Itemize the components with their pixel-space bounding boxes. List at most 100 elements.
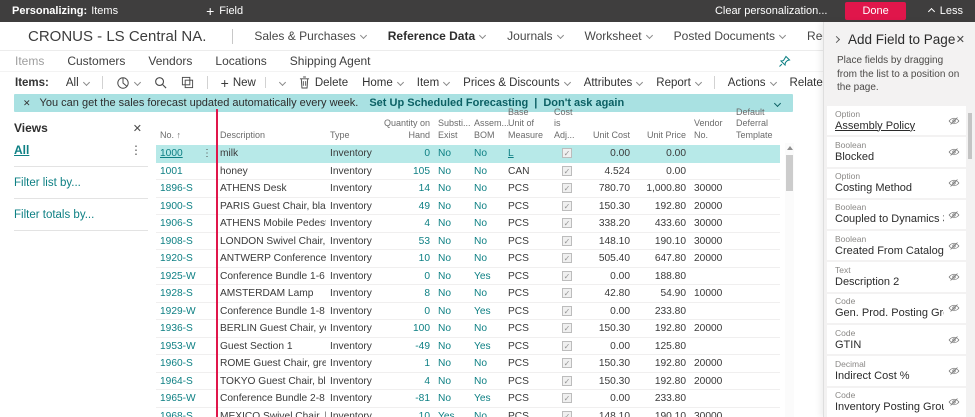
view-options-icon[interactable]: ⋮ bbox=[130, 143, 142, 157]
panel-scrollbar[interactable] bbox=[968, 108, 972, 417]
table-row[interactable]: 1906-S ATHENS Mobile Pedestal Inventory 4 No… bbox=[156, 214, 780, 233]
subnav-item-shipping-agent[interactable]: Shipping Agent bbox=[289, 54, 371, 68]
table-row[interactable]: 1936-S BERLIN Guest Chair, yellowInventor… bbox=[156, 319, 780, 338]
pin-icon[interactable] bbox=[778, 55, 791, 68]
close-panel-icon[interactable]: ✕ bbox=[955, 34, 965, 46]
subnav-item-items[interactable]: Items bbox=[15, 54, 45, 68]
analysis-mode-button[interactable] bbox=[116, 76, 141, 90]
column-header-bom[interactable]: Assem... BOM bbox=[474, 118, 510, 140]
open-in-excel-button[interactable] bbox=[181, 76, 194, 89]
item-no-link[interactable]: 1906-S bbox=[160, 218, 193, 229]
nav-menu-worksheet[interactable]: Worksheet bbox=[585, 29, 653, 43]
column-header-unit[interactable]: Base Unit of Measure bbox=[508, 107, 544, 140]
item-no-link[interactable]: 1928-S bbox=[160, 288, 193, 299]
item-menu[interactable]: Item bbox=[417, 77, 451, 89]
table-row[interactable]: 1908-S LONDON Swivel Chair, blueInventory… bbox=[156, 232, 780, 251]
item-no-link[interactable]: 1908-S bbox=[160, 235, 193, 247]
new-split-button[interactable] bbox=[275, 78, 286, 87]
row-options-icon[interactable]: ⋮ bbox=[202, 147, 212, 159]
company-name[interactable]: CRONUS - LS Central NA. bbox=[28, 27, 207, 45]
cell-unit[interactable]: L bbox=[504, 144, 550, 163]
hide-field-icon[interactable] bbox=[948, 146, 960, 158]
nav-menu-posted-documents[interactable]: Posted Documents bbox=[674, 29, 787, 43]
hide-field-icon[interactable] bbox=[948, 334, 960, 346]
table-row[interactable]: 1900-S PARIS Guest Chair, black Inventory 4… bbox=[156, 197, 780, 216]
nav-menu-reference-data[interactable]: Reference Data bbox=[388, 29, 487, 43]
table-row[interactable]: 1001 honey Inventory 105 No No CAN ✓ 4.524 0.00 bbox=[156, 162, 780, 181]
hide-field-icon[interactable] bbox=[948, 115, 960, 127]
item-no-link[interactable]: 1000 bbox=[160, 147, 183, 159]
item-no-link[interactable]: 1900-S bbox=[160, 200, 193, 212]
table-row[interactable]: 1925-W Conference Bundle 1-6 Inventory 0 No Y… bbox=[156, 267, 780, 286]
subnav-item-customers[interactable]: Customers bbox=[67, 54, 126, 68]
dismiss-notification-icon[interactable]: ✕ bbox=[23, 97, 31, 108]
table-row[interactable]: 1964-S TOKYO Guest Chair, blue Inventory 4 N… bbox=[156, 372, 780, 391]
done-button[interactable]: Done bbox=[845, 2, 906, 20]
search-button[interactable] bbox=[154, 76, 167, 89]
close-views-icon[interactable]: ✕ bbox=[132, 122, 142, 135]
nav-menu-journals[interactable]: Journals bbox=[507, 29, 564, 43]
item-no-link[interactable]: 1936-S bbox=[160, 323, 193, 334]
subnav-item-vendors[interactable]: Vendors bbox=[148, 54, 193, 68]
column-header-type[interactable]: Type bbox=[330, 129, 350, 140]
field-card-costing-method[interactable]: Option Costing Method bbox=[827, 168, 966, 198]
column-header-description[interactable]: Description bbox=[220, 129, 266, 140]
dont-ask-again-link[interactable]: Don't ask again bbox=[543, 97, 625, 109]
column-header-unit_cost[interactable]: Unit Cost bbox=[592, 129, 630, 140]
scrollbar-thumb[interactable] bbox=[968, 113, 972, 159]
field-card-blocked[interactable]: Boolean Blocked bbox=[827, 137, 966, 167]
new-button[interactable]: + New bbox=[220, 74, 256, 91]
actions-menu[interactable]: Actions bbox=[728, 77, 777, 89]
item-no-link[interactable]: 1929-W bbox=[160, 305, 196, 317]
nav-menu-sales-purchases[interactable]: Sales & Purchases bbox=[254, 29, 367, 43]
column-header-substi[interactable]: Substi... Exist bbox=[438, 118, 471, 140]
hide-field-icon[interactable] bbox=[948, 302, 960, 314]
item-no-link[interactable]: 1896-S bbox=[160, 183, 193, 194]
column-header-vendor[interactable]: Vendor No. bbox=[694, 118, 723, 140]
hide-field-icon[interactable] bbox=[948, 177, 960, 189]
column-header-cost_adj[interactable]: Cost is Adj... bbox=[554, 107, 575, 140]
table-row[interactable]: 1953-W Guest Section 1 Inventory -49 No Yes PC… bbox=[156, 337, 780, 356]
field-card-gtin[interactable]: Code GTIN bbox=[827, 325, 966, 355]
home-menu[interactable]: Home bbox=[362, 77, 404, 89]
hide-field-icon[interactable] bbox=[948, 209, 960, 221]
column-header-no[interactable]: No. ↑ bbox=[160, 129, 182, 140]
table-row[interactable]: 1965-W Conference Bundle 2-8 Inventory -81 N… bbox=[156, 389, 780, 408]
related-menu[interactable]: Related bbox=[790, 77, 841, 89]
less-button[interactable]: Less bbox=[924, 5, 963, 17]
item-no-link[interactable]: 1001 bbox=[160, 165, 183, 177]
table-row[interactable]: ⋮ 1000 milk Inventory 0 No No L ✓ 0.00 0.00 bbox=[156, 144, 780, 163]
hide-field-icon[interactable] bbox=[948, 271, 960, 283]
item-no-link[interactable]: 1965-W bbox=[160, 393, 196, 404]
field-card-assembly-policy[interactable]: Option Assembly Policy bbox=[827, 106, 966, 136]
chevron-down-icon[interactable] bbox=[773, 99, 782, 107]
table-row[interactable]: 1920-S ANTWERP Conference TableInventory1… bbox=[156, 249, 780, 268]
filter-list-by-link[interactable]: Filter list by... bbox=[14, 167, 148, 199]
clear-personalization-link[interactable]: Clear personalization... bbox=[714, 5, 828, 17]
field-card-description-2[interactable]: Text Description 2 bbox=[827, 262, 966, 292]
table-scrollbar[interactable] bbox=[785, 143, 794, 417]
prices-discounts-menu[interactable]: Prices & Discounts bbox=[463, 77, 571, 89]
item-no-link[interactable]: 1964-S bbox=[160, 375, 193, 387]
table-row[interactable]: 1929-W Conference Bundle 1-8 Inventory 0 No Y… bbox=[156, 302, 780, 321]
scrollbar-thumb[interactable] bbox=[786, 155, 793, 191]
add-field-button[interactable]: + Field bbox=[206, 4, 243, 18]
collapse-panel-icon[interactable] bbox=[832, 35, 841, 44]
view-all-link[interactable]: All bbox=[14, 143, 30, 157]
hide-field-icon[interactable] bbox=[948, 240, 960, 252]
view-filter-dropdown[interactable]: All bbox=[66, 77, 90, 89]
table-row[interactable]: 1968-S MEXICO Swivel Chair, blackInventor… bbox=[156, 407, 780, 417]
item-no-link[interactable]: 1925-W bbox=[160, 270, 196, 282]
item-no-link[interactable]: 1953-W bbox=[160, 340, 196, 352]
item-no-link[interactable]: 1968-S bbox=[160, 410, 193, 417]
table-row[interactable]: 1928-S AMSTERDAM Lamp Inventory 8 No No PCS ✓ 42… bbox=[156, 284, 780, 303]
table-row[interactable]: 1896-S ATHENS Desk Inventory 14 No No PCS ✓ 780.… bbox=[156, 179, 780, 198]
hide-field-icon[interactable] bbox=[948, 365, 960, 377]
column-header-unit_price[interactable]: Unit Price bbox=[646, 129, 686, 140]
item-no-link[interactable]: 1920-S bbox=[160, 253, 193, 264]
filter-totals-by-link[interactable]: Filter totals by... bbox=[14, 199, 148, 231]
delete-button[interactable]: Delete bbox=[299, 76, 348, 89]
